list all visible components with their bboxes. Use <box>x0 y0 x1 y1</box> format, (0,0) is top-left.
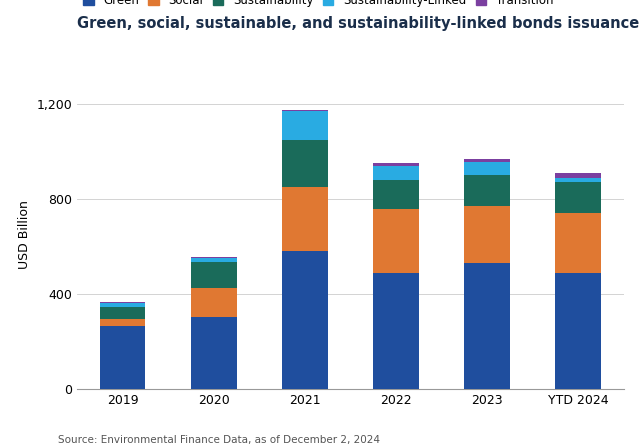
Bar <box>100 307 145 319</box>
Text: Green, social, sustainable, and sustainability-linked bonds issuance: Green, social, sustainable, and sustaina… <box>77 16 639 31</box>
Bar <box>100 302 145 304</box>
Bar <box>556 178 601 182</box>
Bar <box>373 180 419 209</box>
Bar <box>100 319 145 326</box>
Bar <box>100 326 145 389</box>
Bar <box>282 140 328 187</box>
Bar <box>556 213 601 273</box>
Bar <box>100 304 145 307</box>
Bar <box>556 173 601 178</box>
Legend: Green, Social, Sustainability, Sustainability-Linked, Transition: Green, Social, Sustainability, Sustainab… <box>83 0 553 7</box>
Bar <box>191 262 237 288</box>
Bar <box>464 159 510 162</box>
Bar <box>464 263 510 389</box>
Bar <box>373 273 419 389</box>
Bar <box>282 111 328 140</box>
Bar <box>373 209 419 273</box>
Bar <box>464 162 510 175</box>
Bar <box>191 316 237 389</box>
Bar <box>191 288 237 316</box>
Bar <box>373 164 419 166</box>
Bar <box>282 187 328 251</box>
Bar <box>556 182 601 213</box>
Bar <box>373 166 419 180</box>
Y-axis label: USD Billion: USD Billion <box>18 200 31 269</box>
Bar <box>282 251 328 389</box>
Bar <box>556 273 601 389</box>
Bar <box>464 206 510 263</box>
Bar <box>191 257 237 258</box>
Bar <box>282 110 328 111</box>
Text: Source: Environmental Finance Data, as of December 2, 2024: Source: Environmental Finance Data, as o… <box>58 435 380 445</box>
Bar <box>464 175 510 206</box>
Bar <box>191 258 237 262</box>
